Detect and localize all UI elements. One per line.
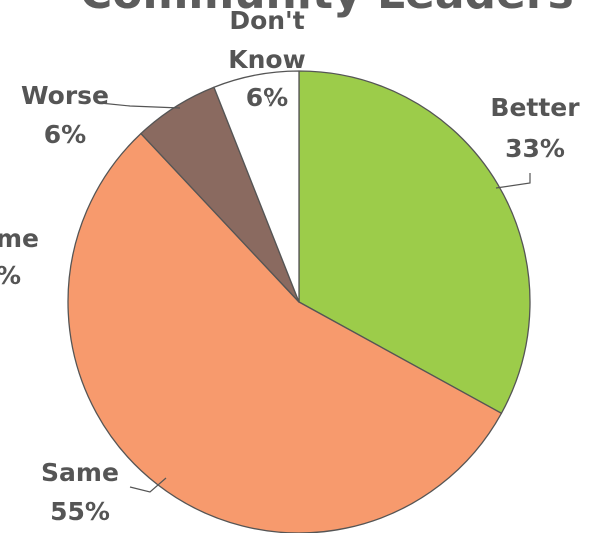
pie-slices <box>67 70 531 533</box>
slice-label-worse-name: Worse <box>21 81 109 110</box>
slice-label-dontknow-name-1: Don't <box>229 6 304 35</box>
leader-lines <box>99 92 531 493</box>
slice-label-dontknow-value: 6% <box>246 83 288 112</box>
slice-label-better-value: 33% <box>505 134 565 163</box>
cropped-label-fragment-1: me <box>0 224 39 253</box>
leader-line-same <box>129 477 167 493</box>
pie-slice-better <box>298 70 531 414</box>
leader-line-worse <box>99 102 181 109</box>
leader-line-dontknow <box>265 92 271 104</box>
pie-slice-same <box>67 132 503 533</box>
slice-label-better-name: Better <box>490 93 580 122</box>
leader-line-better <box>495 173 531 189</box>
slice-label-same-name: Same <box>41 458 119 487</box>
slice-label-same-value: 55% <box>50 497 110 526</box>
cropped-label-fragment-2: % <box>0 261 21 290</box>
pie-slice-don-t-know <box>213 70 300 303</box>
slice-label-worse-value: 6% <box>44 120 86 149</box>
chart-title: Community Leaders <box>80 0 574 19</box>
slice-label-dontknow-name-2: Know <box>228 45 305 74</box>
